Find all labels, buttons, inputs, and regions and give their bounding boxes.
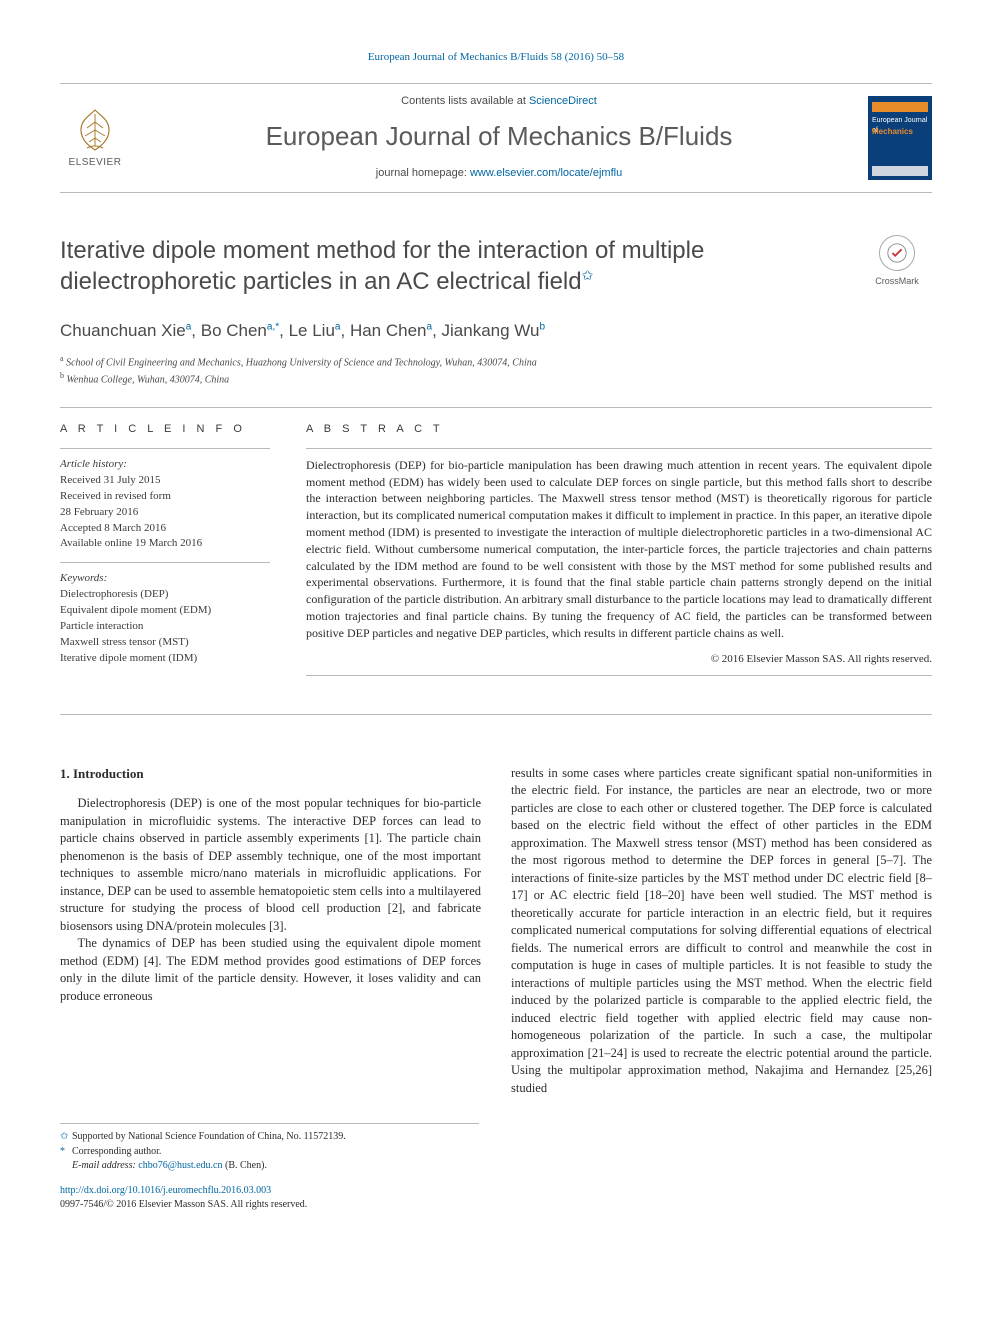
abstract-text: Dielectrophoresis (DEP) for bio-particle… (306, 457, 932, 642)
elsevier-logo[interactable]: ELSEVIER (60, 98, 130, 178)
abstract-copyright: © 2016 Elsevier Masson SAS. All rights r… (306, 652, 932, 667)
history-label: Article history: (60, 457, 270, 473)
history-line: Received 31 July 2015 (60, 473, 270, 489)
elsevier-tree-icon (71, 106, 119, 154)
homepage-link[interactable]: www.elsevier.com/locate/ejmflu (470, 167, 622, 179)
divider (306, 448, 932, 449)
column-left: 1. Introduction Dielectrophoresis (DEP) … (60, 765, 481, 1098)
email-label: E-mail address: (72, 1160, 136, 1171)
divider (60, 407, 932, 408)
contents-prefix: Contents lists available at (401, 95, 529, 107)
sciencedirect-link[interactable]: ScienceDirect (529, 95, 597, 107)
keyword: Dielectrophoresis (DEP) (60, 587, 270, 603)
keywords-label: Keywords: (60, 571, 270, 587)
keyword: Particle interaction (60, 619, 270, 635)
journal-name: European Journal of Mechanics B/Fluids (144, 118, 854, 154)
homepage-line: journal homepage: www.elsevier.com/locat… (144, 166, 854, 181)
history-line: Available online 19 March 2016 (60, 536, 270, 552)
homepage-prefix: journal homepage: (376, 167, 470, 179)
issn-copyright: 0997-7546/© 2016 Elsevier Masson SAS. Al… (60, 1199, 307, 1210)
article-info: A R T I C L E I N F O Article history: R… (60, 422, 270, 684)
divider (60, 714, 932, 715)
affiliation: b Wenhua College, Wuhan, 430074, China (60, 370, 932, 387)
affiliations: a School of Civil Engineering and Mechan… (60, 353, 932, 388)
publisher-name: ELSEVIER (69, 156, 122, 170)
author[interactable]: Han Chena (350, 321, 432, 340)
footnote-email: E-mail address: chbo76@hust.edu.cn (B. C… (60, 1159, 479, 1174)
history-line: 28 February 2016 (60, 505, 270, 521)
column-right: results in some cases where particles cr… (511, 765, 932, 1098)
paragraph: Dielectrophoresis (DEP) is one of the mo… (60, 795, 481, 935)
divider (60, 448, 270, 449)
body-columns: 1. Introduction Dielectrophoresis (DEP) … (60, 765, 932, 1098)
author[interactable]: Bo Chena,* (201, 321, 279, 340)
divider (60, 562, 270, 563)
section-heading: 1. Introduction (60, 765, 481, 783)
history-line: Received in revised form (60, 489, 270, 505)
contents-line: Contents lists available at ScienceDirec… (144, 94, 854, 109)
affiliation: a School of Civil Engineering and Mechan… (60, 353, 932, 370)
paragraph: results in some cases where particles cr… (511, 765, 932, 1098)
running-citation: European Journal of Mechanics B/Fluids 5… (60, 50, 932, 65)
crossmark-icon (879, 235, 915, 271)
history-line: Accepted 8 March 2016 (60, 521, 270, 537)
abstract-heading: A B S T R A C T (306, 422, 932, 437)
footnote-corresponding: *Corresponding author. (60, 1145, 479, 1160)
author-list: Chuanchuan Xiea, Bo Chena,*, Le Liua, Ha… (60, 319, 932, 343)
crossmark-widget[interactable]: CrossMark (862, 235, 932, 288)
keyword: Maxwell stress tensor (MST) (60, 635, 270, 651)
paper-title: Iterative dipole moment method for the i… (60, 235, 842, 297)
crossmark-label: CrossMark (875, 275, 919, 288)
author[interactable]: Jiankang Wub (442, 321, 546, 340)
citation-link[interactable]: European Journal of Mechanics B/Fluids 5… (368, 51, 624, 63)
author[interactable]: Le Liua (289, 321, 341, 340)
cover-line2: Mechanics (872, 126, 913, 137)
keyword: Equivalent dipole moment (EDM) (60, 603, 270, 619)
author[interactable]: Chuanchuan Xiea (60, 321, 191, 340)
doi-link[interactable]: http://dx.doi.org/10.1016/j.euromechflu.… (60, 1185, 271, 1196)
paragraph: The dynamics of DEP has been studied usi… (60, 935, 481, 1005)
keyword: Iterative dipole moment (IDM) (60, 651, 270, 667)
article-info-heading: A R T I C L E I N F O (60, 422, 270, 437)
email-link[interactable]: chbo76@hust.edu.cn (138, 1160, 222, 1171)
footnote-funding: ✩Supported by National Science Foundatio… (60, 1130, 479, 1145)
page-footer: http://dx.doi.org/10.1016/j.euromechflu.… (60, 1184, 932, 1212)
email-suffix: (B. Chen). (225, 1160, 267, 1171)
abstract: A B S T R A C T Dielectrophoresis (DEP) … (306, 422, 932, 684)
footnotes: ✩Supported by National Science Foundatio… (60, 1123, 479, 1174)
divider (306, 675, 932, 676)
title-footnote-marker[interactable]: ✩ (582, 267, 594, 283)
masthead: ELSEVIER Contents lists available at Sci… (60, 83, 932, 192)
journal-cover-thumb[interactable]: European Journal of Mechanics (868, 96, 932, 180)
paper-title-text: Iterative dipole moment method for the i… (60, 237, 704, 295)
